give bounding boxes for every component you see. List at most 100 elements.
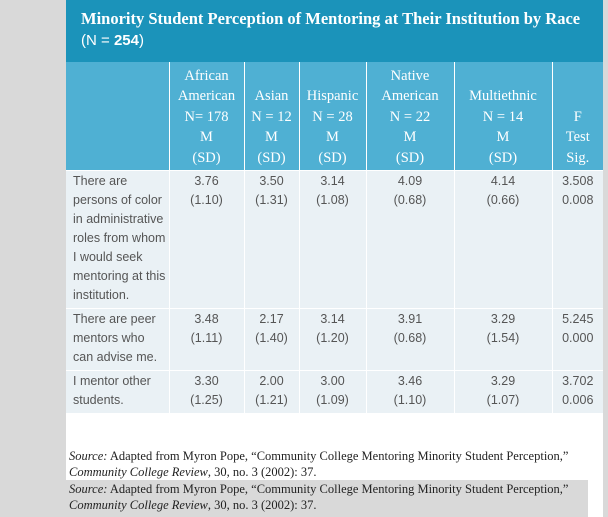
header-line: (SD): [257, 149, 286, 166]
header-hispanic: Hispanic N = 28 M (SD): [299, 62, 367, 171]
mean-value: 3.91: [397, 312, 423, 327]
data-cell: 4.09 (0.68): [366, 170, 455, 309]
row-label: I mentor other students.: [66, 370, 170, 414]
sd-value: (1.40): [255, 331, 288, 346]
source-label: Source:: [69, 449, 108, 463]
header-line: (SD): [488, 149, 518, 166]
data-cell: 3.00 (1.09): [299, 370, 367, 414]
header-line: Sig.: [566, 149, 590, 166]
sig-value: 0.008: [562, 193, 594, 208]
n-close: ): [138, 32, 144, 49]
sd-value: (1.09): [316, 393, 349, 408]
sd-value: (1.20): [316, 331, 349, 346]
mean-value: 3.14: [320, 312, 345, 327]
sd-value: (0.68): [393, 331, 427, 346]
header-line: Asian: [254, 88, 289, 105]
journal-title: Community College Review: [69, 498, 208, 512]
sd-value: (1.25): [190, 393, 223, 408]
sd-value: (0.68): [393, 193, 427, 208]
header-line: (SD): [192, 149, 221, 166]
sd-value: (1.31): [255, 193, 288, 208]
header-line: (SD): [395, 149, 425, 166]
mean-value: 4.14: [490, 174, 516, 189]
mean-value: 4.09: [397, 174, 423, 189]
table-row: I mentor other students. 3.30 (1.25) 2.00…: [66, 370, 603, 414]
row-label: There are peer mentors who can advise me…: [66, 308, 170, 371]
sig-value: 0.000: [562, 331, 594, 346]
data-cell: 3.50 (1.31): [244, 170, 300, 309]
data-cell: 3.29 (1.07): [454, 370, 553, 414]
header-line: N = 12: [251, 108, 292, 125]
source-note: Source: Adapted from Myron Pope, “Commun…: [69, 449, 603, 480]
data-cell: 3.29 (1.54): [454, 308, 553, 371]
f-test-cell: 3.508 0.008: [552, 170, 603, 309]
sd-value: (1.11): [190, 331, 223, 346]
sig-value: 0.006: [562, 393, 594, 408]
sd-value: (1.07): [486, 393, 520, 408]
header-line: N = 14: [482, 108, 524, 125]
sd-value: (1.08): [316, 193, 349, 208]
header-multiethnic: Multiethnic N = 14 M (SD): [454, 62, 553, 171]
f-value: 5.245: [562, 312, 594, 327]
mean-value: 3.76: [194, 174, 219, 189]
row-label: There are persons of color in administra…: [66, 170, 170, 309]
header-line: Hispanic: [306, 88, 359, 105]
journal-title: Community College Review: [69, 464, 208, 479]
header-native-american: Native American N = 22 M (SD): [366, 62, 455, 171]
mean-value: 2.00: [259, 374, 284, 389]
data-cell: 3.48 (1.11): [169, 308, 245, 371]
data-cell: 3.30 (1.25): [169, 370, 245, 414]
source-label: Source:: [69, 482, 108, 496]
header-line: N = 28: [312, 108, 353, 125]
mean-value: 3.29: [490, 312, 516, 327]
table-row: There are peer mentors who can advise me…: [66, 308, 603, 371]
mean-value: 3.14: [320, 174, 345, 189]
sd-value: (0.66): [486, 193, 520, 208]
right-margin-strip: [603, 0, 608, 517]
table-title: Minority Student Perception of Mentoring…: [66, 0, 603, 62]
source-citation: , 30, no. 3 (2002): 37.: [207, 498, 317, 512]
mean-value: 3.48: [194, 312, 219, 327]
f-value: 3.702: [562, 374, 594, 389]
header-line: American: [381, 88, 439, 105]
header-line: M: [200, 129, 213, 146]
header-line: M: [403, 129, 417, 146]
f-value: 3.508: [562, 174, 594, 189]
data-cell: 3.76 (1.10): [169, 170, 245, 309]
mean-value: 3.30: [194, 374, 219, 389]
header-statement: [66, 62, 170, 171]
f-test-cell: 5.245 0.000: [552, 308, 603, 371]
data-cell: 2.17 (1.40): [244, 308, 300, 371]
header-line: N= 178: [184, 108, 229, 125]
header-f-test: F Test Sig.: [552, 62, 603, 171]
mean-value: 3.29: [490, 374, 516, 389]
mean-value: 3.00: [320, 374, 345, 389]
data-cell: 3.14 (1.08): [299, 170, 367, 309]
header-asian: Asian N = 12 M (SD): [244, 62, 300, 171]
header-african-american: African American N= 178 M (SD): [169, 62, 245, 171]
header-line: Test: [565, 129, 590, 146]
table-row: There are persons of color in administra…: [66, 170, 603, 309]
header-row: African American N= 178 M (SD) Asian N =…: [66, 62, 603, 171]
header-line: M: [326, 129, 339, 146]
sd-value: (1.21): [255, 393, 288, 408]
title-sample-size: (N = 254): [81, 30, 603, 52]
mentoring-table: African American N= 178 M (SD) Asian N =…: [66, 62, 603, 414]
title-main: Minority Student Perception of Mentoring…: [81, 9, 581, 28]
data-cell: 3.91 (0.68): [366, 308, 455, 371]
mean-value: 3.46: [397, 374, 423, 389]
source-text: Adapted from Myron Pope, “Community Coll…: [107, 449, 569, 463]
sd-value: (1.10): [190, 193, 223, 208]
header-line: Native: [390, 68, 430, 84]
left-margin-strip: [0, 0, 66, 517]
n-open: (N =: [81, 32, 114, 49]
data-cell: 4.14 (0.66): [454, 170, 553, 309]
source-note-duplicate: Source: Adapted from Myron Pope, “Commun…: [66, 480, 588, 517]
header-line: M: [496, 129, 510, 146]
n-value: 254: [113, 32, 139, 49]
source-text: Adapted from Myron Pope, “Community Coll…: [107, 482, 569, 496]
header-line: M: [265, 129, 278, 146]
data-cell: 3.46 (1.10): [366, 370, 455, 414]
source-citation: , 30, no. 3 (2002): 37.: [207, 464, 317, 479]
header-line: American: [177, 88, 236, 105]
